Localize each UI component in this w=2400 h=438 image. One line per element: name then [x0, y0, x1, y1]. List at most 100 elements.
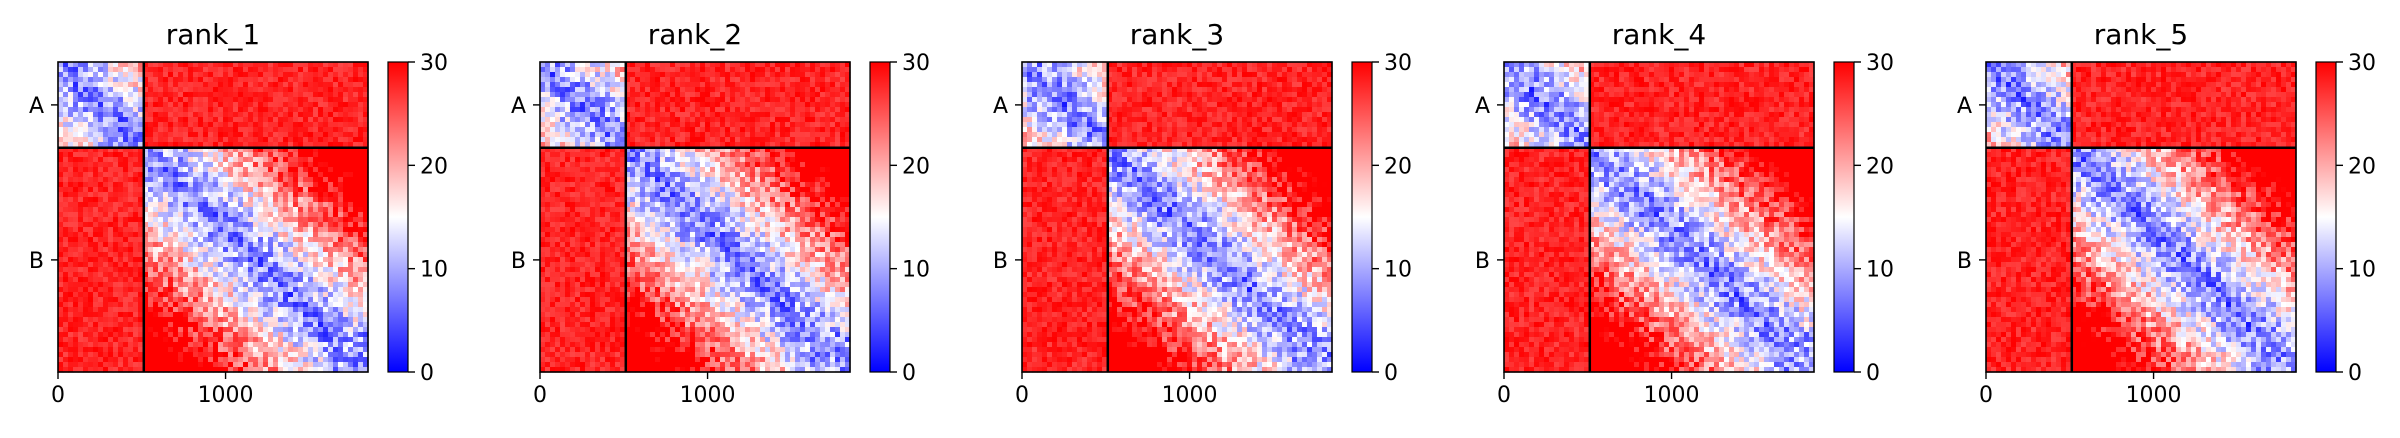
- heatmap-cell: [580, 152, 586, 158]
- heatmap-cell: [143, 332, 149, 338]
- heatmap-cell: [138, 67, 144, 73]
- heatmap-cell: [188, 217, 194, 223]
- heatmap-cell: [273, 192, 279, 198]
- heatmap-cell: [775, 107, 781, 113]
- heatmap-cell: [158, 142, 164, 148]
- heatmap-cell: [88, 72, 94, 78]
- heatmap-cell: [133, 187, 139, 193]
- heatmap-cell: [268, 277, 274, 283]
- heatmap-cell: [158, 307, 164, 313]
- heatmap-cell: [343, 92, 349, 98]
- heatmap-cell: [670, 97, 676, 103]
- heatmap-cell: [333, 272, 339, 278]
- heatmap-cell: [785, 132, 791, 138]
- heatmap-cell: [258, 267, 264, 273]
- heatmap-cell: [570, 87, 576, 93]
- heatmap-cell: [143, 267, 149, 273]
- plot-frame: [57, 61, 369, 373]
- heatmap-cell: [208, 147, 214, 153]
- heatmap-cell: [318, 342, 324, 348]
- heatmap-cell: [88, 77, 94, 83]
- heatmap-cell: [815, 107, 821, 113]
- heatmap-cell: [338, 322, 344, 328]
- heatmap-cell: [800, 102, 806, 108]
- heatmap-cell: [550, 112, 556, 118]
- heatmap-cell: [88, 182, 94, 188]
- heatmap-cell: [183, 142, 189, 148]
- heatmap-cell: [700, 62, 706, 68]
- heatmap-cell: [640, 127, 646, 133]
- heatmap-cell: [580, 127, 586, 133]
- heatmap-cell: [273, 277, 279, 283]
- heatmap-cell: [755, 112, 761, 118]
- heatmap-cell: [820, 147, 826, 153]
- heatmap-cell: [58, 322, 64, 328]
- heatmap-cell: [273, 252, 279, 258]
- heatmap-cell: [575, 142, 581, 148]
- heatmap-cell: [550, 62, 556, 68]
- heatmap-cell: [323, 322, 329, 328]
- heatmap-cell: [213, 287, 219, 293]
- heatmap-cell: [183, 87, 189, 93]
- heatmap-cell: [238, 312, 244, 318]
- heatmap-cell: [298, 302, 304, 308]
- heatmap-cell: [243, 222, 249, 228]
- heatmap-cell: [348, 217, 354, 223]
- heatmap-cell: [600, 127, 606, 133]
- heatmap-cell: [253, 222, 259, 228]
- heatmap-cell: [163, 197, 169, 203]
- heatmap-cell: [228, 112, 234, 118]
- heatmap-cell: [585, 112, 591, 118]
- heatmap-cell: [288, 317, 294, 323]
- heatmap-cell: [88, 237, 94, 243]
- heatmap-cell: [303, 72, 309, 78]
- heatmap-cell: [173, 292, 179, 298]
- heatmap-cell: [318, 152, 324, 158]
- heatmap-cell: [128, 152, 134, 158]
- heatmap-cell: [318, 367, 324, 373]
- heatmap-cell: [163, 297, 169, 303]
- heatmap-cell: [208, 232, 214, 238]
- heatmap-cell: [83, 197, 89, 203]
- heatmap-cell: [183, 237, 189, 243]
- heatmap-cell: [308, 347, 314, 353]
- heatmap-cell: [363, 217, 369, 223]
- heatmap-cell: [680, 107, 686, 113]
- heatmap-cell: [118, 342, 124, 348]
- heatmap-cell: [223, 232, 229, 238]
- heatmap-cell: [148, 312, 154, 318]
- heatmap-cell: [358, 292, 364, 298]
- heatmap-cell: [318, 122, 324, 128]
- heatmap-cell: [78, 302, 84, 308]
- heatmap-cell: [268, 227, 274, 233]
- heatmap-cell: [575, 107, 581, 113]
- heatmap-cell: [193, 317, 199, 323]
- heatmap-cell: [620, 142, 626, 148]
- heatmap-cell: [78, 257, 84, 263]
- heatmap-cell: [253, 362, 259, 368]
- heatmap-cell: [293, 152, 299, 158]
- heatmap-cell: [273, 207, 279, 213]
- heatmap-cell: [163, 252, 169, 258]
- heatmap-cell: [263, 212, 269, 218]
- heatmap-cell: [68, 182, 74, 188]
- heatmap-cell: [680, 72, 686, 78]
- heatmap-cell: [615, 82, 621, 88]
- heatmap-cell: [258, 362, 264, 368]
- heatmap-cell: [600, 132, 606, 138]
- heatmap-cell: [273, 247, 279, 253]
- heatmap-cell: [328, 192, 334, 198]
- heatmap-cell: [333, 82, 339, 88]
- heatmap-cell: [158, 162, 164, 168]
- heatmap-cell: [168, 62, 174, 68]
- heatmap-cell: [348, 287, 354, 293]
- heatmap-cell: [313, 147, 319, 153]
- heatmap-cell: [118, 262, 124, 268]
- heatmap-cell: [343, 217, 349, 223]
- heatmap-cell: [243, 137, 249, 143]
- chain-label: B: [29, 249, 44, 274]
- heatmap-cell: [98, 77, 104, 83]
- heatmap-cell: [68, 67, 74, 73]
- heatmap-cell: [630, 92, 636, 98]
- heatmap-cell: [193, 247, 199, 253]
